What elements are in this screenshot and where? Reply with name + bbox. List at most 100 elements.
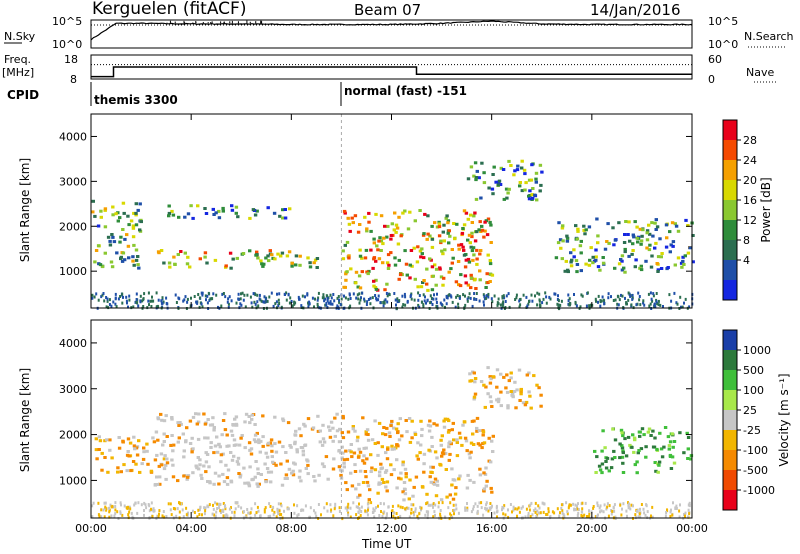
range-gate-cell: [507, 508, 509, 512]
range-gate-cell: [658, 431, 662, 435]
range-gate-cell: [236, 462, 241, 466]
range-gate-cell: [652, 292, 655, 296]
range-gate-cell: [567, 506, 570, 510]
range-gate-cell: [253, 292, 256, 296]
range-gate-cell: [328, 301, 330, 305]
range-gate-cell: [357, 274, 362, 278]
x-tick-label: 16:00: [476, 522, 508, 535]
range-gate-cell: [372, 241, 376, 245]
range-gate-cell: [175, 514, 178, 518]
range-gate-cell: [126, 437, 131, 441]
range-gate-cell: [122, 295, 124, 299]
range-gate-cell: [256, 256, 260, 260]
range-gate-cell: [103, 299, 106, 303]
range-gate-cell: [160, 463, 164, 467]
range-gate-cell: [91, 293, 94, 297]
range-gate-cell: [620, 254, 625, 258]
range-gate-cell: [140, 462, 144, 466]
range-gate-cell: [410, 297, 413, 301]
range-gate-cell: [324, 455, 329, 459]
range-gate-cell: [403, 209, 407, 213]
range-gate-cell: [344, 278, 348, 282]
range-gate-cell: [349, 297, 352, 300]
range-gate-cell: [478, 299, 481, 303]
range-gate-cell: [127, 256, 131, 260]
range-gate-cell: [432, 482, 437, 486]
range-gate-cell: [539, 183, 543, 187]
velocity-scale-swatch: [723, 330, 737, 351]
range-gate-cell: [403, 292, 406, 296]
range-gate-cell: [563, 269, 567, 273]
range-gate-cell: [688, 246, 692, 250]
range-gate-cell: [369, 248, 373, 252]
range-gate-cell: [259, 439, 263, 443]
range-gate-cell: [346, 216, 350, 220]
range-gate-cell: [437, 222, 442, 226]
range-gate-cell: [432, 515, 435, 519]
range-gate-cell: [370, 466, 374, 470]
range-gate-cell: [190, 450, 194, 454]
range-gate-cell: [358, 493, 362, 497]
range-gate-cell: [286, 421, 291, 425]
range-gate-cell: [485, 233, 490, 237]
range-gate-cell: [422, 305, 425, 309]
range-gate-cell: [285, 254, 290, 258]
range-gate-cell: [435, 225, 440, 229]
range-gate-cell: [632, 235, 636, 239]
range-gate-cell: [100, 515, 103, 519]
range-gate-cell: [195, 422, 199, 426]
range-gate-cell: [170, 458, 174, 462]
range-gate-cell: [117, 297, 120, 301]
range-gate-cell: [668, 293, 671, 297]
range-gate-cell: [196, 515, 199, 519]
range-gate-cell: [204, 294, 207, 298]
range-gate-cell: [532, 509, 535, 513]
range-gate-cell: [170, 434, 174, 437]
range-gate-cell: [220, 304, 223, 308]
range-gate-cell: [213, 258, 218, 262]
range-gate-cell: [491, 375, 495, 379]
range-gate-cell: [280, 251, 285, 255]
range-gate-cell: [149, 469, 154, 473]
range-gate-cell: [425, 510, 428, 514]
range-gate-cell: [527, 302, 530, 306]
range-gate-cell: [516, 164, 520, 168]
range-gate-cell: [624, 454, 629, 458]
range-gate-cell: [125, 453, 130, 457]
range-gate-cell: [208, 481, 212, 485]
range-gate-cell: [418, 451, 422, 455]
range-gate-cell: [96, 244, 101, 248]
freq-tick-18: 18: [64, 53, 78, 66]
range-gate-cell: [206, 480, 210, 483]
velocity-scale-tick-label: 25: [743, 404, 757, 417]
range-gate-cell: [234, 205, 239, 209]
range-gate-cell: [645, 229, 650, 233]
range-gate-cell: [420, 252, 424, 256]
range-gate-cell: [164, 463, 168, 467]
range-gate-cell: [441, 283, 445, 287]
range-gate-cell: [158, 512, 160, 516]
range-gate-cell: [356, 230, 361, 234]
range-gate-cell: [234, 501, 237, 505]
range-gate-cell: [376, 453, 380, 457]
range-gate-cell: [422, 303, 425, 307]
range-gate-cell: [401, 463, 405, 467]
range-gate-cell: [515, 293, 518, 297]
range-gate-cell: [365, 227, 369, 231]
range-gate-cell: [576, 504, 578, 508]
range-gate-cell: [620, 455, 625, 459]
range-gate-cell: [638, 295, 641, 298]
range-gate-cell: [672, 501, 674, 505]
range-gate-cell: [447, 270, 451, 274]
range-gate-cell: [280, 305, 283, 309]
range-gate-cell: [639, 507, 641, 511]
range-gate-cell: [114, 512, 117, 516]
range-gate-cell: [635, 471, 639, 475]
range-gate-cell: [513, 380, 517, 384]
range-gate-cell: [369, 296, 372, 300]
range-gate-cell: [471, 304, 474, 308]
range-gate-cell: [362, 446, 366, 450]
range-gate-cell: [111, 205, 115, 209]
range-gate-cell: [450, 248, 454, 251]
range-gate-cell: [382, 426, 386, 429]
